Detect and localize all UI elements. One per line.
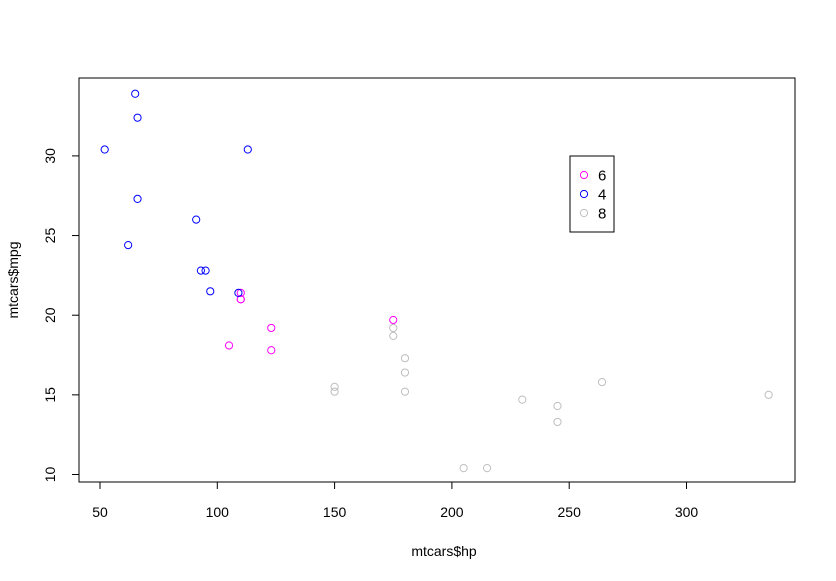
data-point-cyl-8 xyxy=(389,331,398,341)
legend-marker-4 xyxy=(579,189,589,199)
data-point-cyl-8 xyxy=(389,323,398,333)
y-tick-label: 20 xyxy=(42,307,58,323)
legend-label-6: 6 xyxy=(598,168,606,185)
data-point-cyl-4 xyxy=(234,288,243,297)
data-point-cyl-8 xyxy=(400,368,410,377)
x-tick-label: 300 xyxy=(675,504,699,520)
legend-label-4: 4 xyxy=(598,187,606,204)
data-point-cyl-8 xyxy=(400,354,410,363)
x-tick-label: 200 xyxy=(440,504,464,520)
data-point-cyl-4 xyxy=(100,145,109,154)
data-point-cyl-4 xyxy=(133,113,142,122)
data-point-cyl-8 xyxy=(553,401,562,411)
data-point-cyl-8 xyxy=(459,464,468,473)
data-point-cyl-6 xyxy=(236,288,245,297)
data-point-cyl-4 xyxy=(133,194,142,204)
x-axis: 50 100 150 200 250 300 xyxy=(92,481,699,520)
x-tick-label: 50 xyxy=(92,504,108,520)
x-tick-label: 250 xyxy=(558,504,582,520)
data-point-cyl-4 xyxy=(201,266,210,275)
x-axis-title: mtcars$hp xyxy=(411,543,477,559)
data-point-cyl-4 xyxy=(124,241,133,250)
legend-label-8: 8 xyxy=(598,206,606,223)
legend-marker-8 xyxy=(579,208,589,218)
y-tick-label: 10 xyxy=(42,467,58,483)
data-point-cyl-8 xyxy=(330,387,339,396)
data-point-cyl-8 xyxy=(330,382,339,391)
plot-frame xyxy=(78,77,796,483)
legend: 6 4 8 xyxy=(569,155,615,233)
data-point-cyl-6 xyxy=(267,346,276,355)
data-point-cyl-8 xyxy=(553,417,562,427)
x-tick-label: 150 xyxy=(323,504,347,520)
data-point-cyl-4 xyxy=(206,287,215,296)
legend-box xyxy=(569,155,615,233)
data-point-cyl-4 xyxy=(196,266,205,275)
data-point-cyl-4 xyxy=(131,89,140,98)
data-points xyxy=(100,89,773,473)
data-point-cyl-6 xyxy=(389,315,398,325)
y-tick-label: 15 xyxy=(42,387,58,403)
data-point-cyl-8 xyxy=(518,395,527,404)
data-point-cyl-6 xyxy=(267,323,276,333)
data-point-cyl-8 xyxy=(482,464,492,473)
y-tick-label: 25 xyxy=(42,228,58,244)
data-point-cyl-8 xyxy=(597,378,607,387)
legend-marker-6 xyxy=(579,170,589,180)
data-point-cyl-6 xyxy=(224,341,234,350)
data-point-cyl-8 xyxy=(764,390,773,399)
data-point-cyl-8 xyxy=(400,387,410,396)
x-tick-label: 100 xyxy=(206,504,230,520)
data-point-cyl-4 xyxy=(243,145,252,154)
y-axis: 10 15 20 25 30 xyxy=(42,148,80,483)
y-axis-title: mtcars$mpg xyxy=(5,241,21,318)
data-point-cyl-4 xyxy=(192,215,201,224)
y-tick-label: 30 xyxy=(42,148,58,164)
